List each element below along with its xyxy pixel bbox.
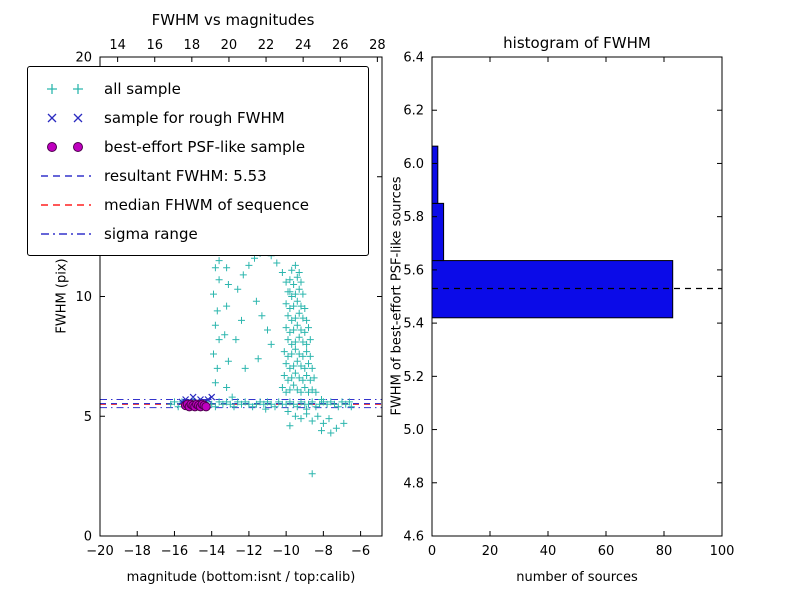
legend-box: all sample sample for rough FWHM best-ef… bbox=[27, 66, 369, 256]
svg-text:5.6: 5.6 bbox=[403, 263, 424, 278]
svg-text:28: 28 bbox=[369, 38, 386, 53]
svg-text:20: 20 bbox=[75, 51, 92, 66]
svg-text:16: 16 bbox=[146, 38, 163, 53]
svg-text:60: 60 bbox=[598, 544, 615, 559]
legend-label: median FHWM of sequence bbox=[104, 195, 309, 214]
histogram-bar bbox=[431, 202, 445, 262]
svg-text:6.0: 6.0 bbox=[403, 157, 424, 172]
svg-text:−16: −16 bbox=[161, 544, 188, 559]
scatter-data bbox=[100, 247, 382, 478]
histogram-title: histogram of FWHM bbox=[503, 34, 651, 52]
dashed-line-icon bbox=[41, 174, 91, 177]
svg-text:−20: −20 bbox=[86, 544, 113, 559]
legend-label: resultant FWHM: 5.53 bbox=[104, 166, 267, 185]
svg-text:20: 20 bbox=[482, 544, 499, 559]
svg-text:24: 24 bbox=[295, 38, 312, 53]
svg-text:5.0: 5.0 bbox=[403, 423, 424, 438]
all-sample-points bbox=[167, 247, 355, 478]
legend-label: best-effort PSF-like sample bbox=[104, 137, 306, 156]
histogram-axes: 0 20 40 60 80 100 4.6 4.8 5.0 5.2 5.4 5.6 5.8 6.0 6.2 6… bbox=[403, 51, 734, 560]
legend-item-resultant-fwhm: resultant FWHM: 5.53 bbox=[28, 161, 368, 190]
psf-like-point bbox=[201, 401, 211, 412]
svg-text:0: 0 bbox=[84, 530, 92, 545]
svg-text:10: 10 bbox=[75, 290, 92, 305]
svg-text:26: 26 bbox=[332, 38, 349, 53]
histogram-yaxis-label: FWHM of best-effort PSF-like sources bbox=[389, 176, 405, 416]
svg-text:5.2: 5.2 bbox=[403, 370, 424, 385]
legend-item-all-sample: all sample bbox=[28, 74, 368, 103]
histogram-xaxis-label: number of sources bbox=[516, 570, 638, 585]
legend-item-sigma-range: sigma range bbox=[28, 219, 368, 248]
histogram-bar bbox=[431, 145, 439, 204]
legend-item-rough-fwhm: sample for rough FWHM bbox=[28, 103, 368, 132]
svg-text:20: 20 bbox=[221, 38, 238, 53]
svg-text:5.8: 5.8 bbox=[403, 210, 424, 225]
svg-text:−14: −14 bbox=[198, 544, 225, 559]
scatter-axes: −20 −18 −16 −14 −12 −10 −8 −6 14 16 18 20 22 24 26 28 0 5… bbox=[75, 38, 385, 559]
svg-text:22: 22 bbox=[258, 38, 275, 53]
legend-item-psf-sample: best-effort PSF-like sample bbox=[28, 132, 368, 161]
svg-text:0: 0 bbox=[428, 544, 436, 559]
svg-text:100: 100 bbox=[710, 544, 735, 559]
svg-text:−8: −8 bbox=[314, 544, 333, 559]
svg-text:6.2: 6.2 bbox=[403, 104, 424, 119]
svg-text:4.6: 4.6 bbox=[403, 530, 424, 545]
legend-label: sample for rough FWHM bbox=[104, 108, 285, 127]
scatter-yaxis-label: FWHM (pix) bbox=[54, 258, 70, 334]
circle-marker-icon bbox=[47, 141, 83, 152]
svg-text:5.4: 5.4 bbox=[403, 317, 424, 332]
svg-text:14: 14 bbox=[109, 38, 126, 53]
dashdot-line-icon bbox=[41, 232, 91, 235]
svg-text:5: 5 bbox=[84, 410, 92, 425]
x-marker-icon bbox=[47, 113, 83, 122]
histogram-bar bbox=[431, 260, 674, 319]
svg-text:40: 40 bbox=[540, 544, 557, 559]
scatter-xaxis-label: magnitude (bottom:isnt / top:calib) bbox=[126, 570, 356, 585]
legend-label: sigma range bbox=[104, 224, 198, 243]
svg-text:−12: −12 bbox=[235, 544, 262, 559]
svg-text:−10: −10 bbox=[272, 544, 299, 559]
legend-label: all sample bbox=[104, 79, 181, 98]
svg-text:−6: −6 bbox=[351, 544, 370, 559]
dashed-line-icon bbox=[41, 203, 91, 206]
scatter-plot-title: FWHM vs magnitudes bbox=[151, 11, 315, 29]
svg-text:80: 80 bbox=[656, 544, 673, 559]
svg-text:18: 18 bbox=[184, 38, 201, 53]
svg-text:6.4: 6.4 bbox=[403, 51, 424, 66]
legend-item-median-fwhm: median FHWM of sequence bbox=[28, 190, 368, 219]
svg-text:4.8: 4.8 bbox=[403, 476, 424, 491]
plus-marker-icon bbox=[47, 83, 83, 94]
svg-text:−18: −18 bbox=[124, 544, 151, 559]
histogram-data bbox=[431, 145, 722, 319]
